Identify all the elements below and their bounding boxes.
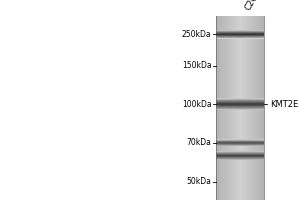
Bar [238, 16, 239, 200]
Bar [238, 16, 239, 200]
Bar [216, 101, 264, 102]
Bar [249, 16, 250, 200]
Bar [247, 16, 248, 200]
Bar [228, 16, 229, 200]
Bar [222, 16, 223, 200]
Bar [255, 16, 256, 200]
Bar [216, 35, 264, 36]
Bar [216, 109, 264, 110]
Bar [242, 16, 243, 200]
Bar [216, 100, 264, 101]
Bar [248, 16, 249, 200]
Bar [262, 16, 263, 200]
Bar [229, 16, 230, 200]
Bar [216, 158, 264, 159]
Bar [216, 102, 264, 103]
Bar [232, 16, 233, 200]
Text: 70kDa: 70kDa [187, 138, 211, 147]
Bar [227, 16, 228, 200]
Bar [244, 16, 245, 200]
Bar [233, 16, 234, 200]
Bar [258, 16, 259, 200]
Bar [216, 106, 264, 107]
Bar [216, 107, 264, 108]
Bar [216, 156, 264, 157]
Bar [256, 16, 257, 200]
Bar [261, 16, 262, 200]
Bar [239, 16, 240, 200]
Bar [231, 16, 232, 200]
Bar [216, 151, 264, 152]
Text: 150kDa: 150kDa [182, 61, 211, 70]
Bar [216, 108, 264, 109]
Bar [234, 16, 235, 200]
Bar [241, 16, 242, 200]
Bar [240, 16, 241, 200]
Text: KMT2E: KMT2E [270, 100, 298, 109]
Bar [260, 16, 261, 200]
Bar [216, 98, 264, 99]
Bar [216, 159, 264, 160]
Bar [220, 16, 221, 200]
Bar [246, 16, 247, 200]
Text: 50kDa: 50kDa [187, 177, 211, 186]
Bar [218, 16, 219, 200]
Bar [225, 16, 226, 200]
Bar [236, 16, 237, 200]
Bar [245, 16, 246, 200]
Bar [216, 155, 264, 156]
Text: 250kDa: 250kDa [182, 30, 211, 39]
Bar [216, 34, 264, 35]
Bar [216, 31, 264, 32]
Bar [250, 16, 251, 200]
Bar [216, 30, 264, 31]
Bar [219, 16, 220, 200]
Bar [216, 99, 264, 100]
Text: 100kDa: 100kDa [182, 100, 211, 109]
Bar [237, 16, 238, 200]
Bar [251, 16, 252, 200]
Bar [223, 16, 224, 200]
Bar [216, 153, 264, 154]
Text: C2C12: C2C12 [243, 0, 265, 12]
Bar [216, 154, 264, 155]
Bar [259, 16, 260, 200]
Bar [263, 16, 264, 200]
Bar [230, 16, 231, 200]
Bar [216, 33, 264, 34]
Bar [216, 152, 264, 153]
Bar [216, 16, 217, 200]
Bar [257, 16, 258, 200]
Bar [254, 16, 255, 200]
Bar [226, 16, 227, 200]
Bar [216, 36, 264, 37]
Bar [252, 16, 253, 200]
Bar [216, 105, 264, 106]
Bar [216, 38, 264, 39]
Bar [216, 104, 264, 105]
Bar [243, 16, 244, 200]
Bar [216, 157, 264, 158]
Bar [216, 103, 264, 104]
Bar [224, 16, 225, 200]
Bar [216, 32, 264, 33]
Bar [235, 16, 236, 200]
Bar [221, 16, 222, 200]
Bar [216, 37, 264, 38]
Bar [217, 16, 218, 200]
